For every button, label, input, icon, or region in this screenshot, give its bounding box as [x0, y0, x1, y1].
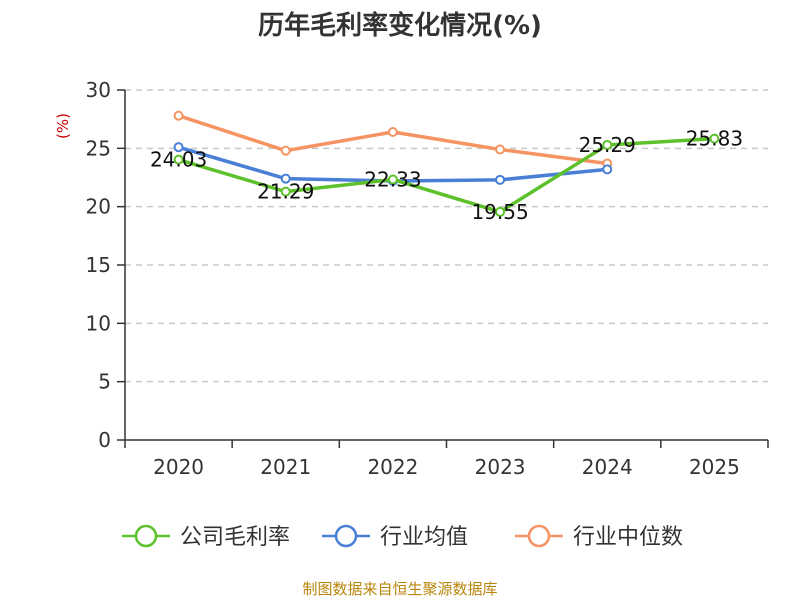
- data-point[interactable]: [495, 206, 506, 217]
- data-point[interactable]: [709, 133, 720, 144]
- series-line: [178, 114, 608, 166]
- y-tick-label: 0: [98, 428, 111, 452]
- y-axis-unit-label: (%): [54, 113, 72, 139]
- legend-marker[interactable]: [527, 524, 551, 548]
- y-tick-label: 15: [86, 253, 111, 277]
- legend-marker[interactable]: [334, 524, 358, 548]
- data-point[interactable]: [280, 145, 291, 156]
- series-line: [178, 136, 715, 214]
- data-point[interactable]: [173, 154, 184, 165]
- data-point[interactable]: [173, 110, 184, 121]
- legend-marker[interactable]: [134, 524, 158, 548]
- x-tick-label: 2025: [689, 455, 740, 479]
- legend-label[interactable]: 行业中位数: [573, 525, 683, 550]
- data-point[interactable]: [280, 173, 291, 184]
- data-label: 25.83: [686, 127, 743, 151]
- y-tick-label: 30: [86, 78, 111, 102]
- data-labels: 24.03 21.29 22.33 19.55 25.29 25.83: [150, 127, 743, 224]
- legend-label[interactable]: 行业均值: [380, 525, 468, 550]
- data-point[interactable]: [602, 164, 613, 175]
- y-tick-label: 20: [86, 195, 111, 219]
- y-tick-label: 10: [86, 311, 111, 335]
- series-lines: [173, 110, 720, 217]
- data-point[interactable]: [602, 139, 613, 150]
- data-point[interactable]: [173, 142, 184, 153]
- data-point[interactable]: [387, 174, 398, 185]
- data-point[interactable]: [495, 174, 506, 185]
- chart-title: 历年毛利率变化情况(%): [258, 10, 542, 41]
- x-tick-label: 2020: [153, 455, 204, 479]
- data-point[interactable]: [495, 144, 506, 155]
- y-tick-label: 5: [98, 370, 111, 394]
- data-label: 22.33: [364, 167, 421, 191]
- x-tick-label: 2022: [367, 455, 418, 479]
- data-label: 21.29: [257, 180, 314, 204]
- legend-label[interactable]: 公司毛利率: [180, 525, 290, 550]
- legend: 公司毛利率 行业均值 行业中位数: [122, 524, 683, 550]
- x-tick-label: 2023: [475, 455, 526, 479]
- data-point[interactable]: [280, 186, 291, 197]
- x-tick-label: 2021: [260, 455, 311, 479]
- data-label: 24.03: [150, 148, 207, 172]
- data-point[interactable]: [387, 127, 398, 137]
- grid-lines: [125, 89, 768, 383]
- x-tick-label: 2024: [582, 455, 633, 479]
- y-tick-label: 25: [86, 136, 111, 160]
- data-label: 25.29: [579, 133, 636, 157]
- source-note: 制图数据来自恒生聚源数据库: [302, 580, 497, 598]
- data-label: 19.55: [471, 200, 528, 224]
